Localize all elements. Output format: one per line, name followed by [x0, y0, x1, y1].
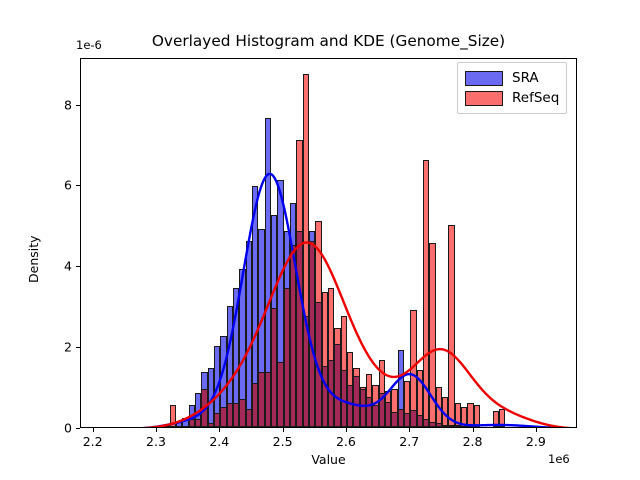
chart-title: Overlayed Histogram and KDE (Genome_Size… [151, 32, 506, 50]
x-tick-label: 2.9 [525, 434, 546, 449]
histogram-bar-overlap [201, 388, 208, 427]
y-tick [76, 428, 80, 429]
x-tick-label: 2.8 [462, 434, 483, 449]
x-tick [92, 428, 94, 432]
x-tick [535, 428, 537, 432]
x-axis-label: Value [311, 452, 346, 467]
y-tick [76, 266, 80, 268]
y-tick-label: 2 [64, 339, 72, 355]
x-tick [409, 428, 411, 432]
legend-swatch-sra [465, 70, 503, 86]
x-axis-offset-text: 1e6 [548, 452, 570, 466]
y-tick [76, 185, 80, 187]
y-axis-offset-text: 1e-6 [76, 38, 102, 52]
x-tick-label: 2.4 [209, 434, 230, 449]
legend-item-refseq[interactable]: RefSeq [465, 88, 559, 108]
x-tick [345, 428, 347, 432]
y-tick-label: 4 [64, 258, 72, 274]
histogram-bar-sra [163, 424, 170, 427]
x-tick [282, 428, 284, 432]
y-tick [76, 347, 80, 349]
y-tick-label: 0 [64, 420, 72, 436]
plot-clip [81, 59, 576, 427]
x-tick-label: 2.6 [335, 434, 356, 449]
legend-label-refseq: RefSeq [512, 90, 560, 106]
histogram-bar-refseq [473, 404, 480, 427]
legend-swatch-refseq [465, 90, 503, 106]
histogram-bar-refseq [448, 224, 455, 427]
y-tick-label: 8 [64, 97, 72, 112]
plot-area [80, 58, 577, 428]
histogram-bar-overlap [454, 425, 461, 427]
x-tick-label: 2.2 [82, 434, 103, 449]
x-tick-label: 2.3 [146, 434, 166, 449]
y-tick-label: 6 [64, 177, 72, 193]
legend-label-sra: SRA [512, 70, 539, 86]
x-tick [219, 428, 221, 432]
legend-item-sra[interactable]: SRA [465, 68, 559, 88]
x-tick [155, 428, 157, 432]
y-tick [76, 104, 80, 106]
y-axis-label: Density [26, 235, 41, 283]
x-tick-label: 2.5 [272, 434, 293, 449]
histogram-bar-refseq [498, 408, 506, 427]
x-tick-label: 2.7 [399, 434, 420, 449]
chart-legend[interactable]: SRA RefSeq [457, 62, 568, 114]
x-tick [472, 428, 474, 432]
